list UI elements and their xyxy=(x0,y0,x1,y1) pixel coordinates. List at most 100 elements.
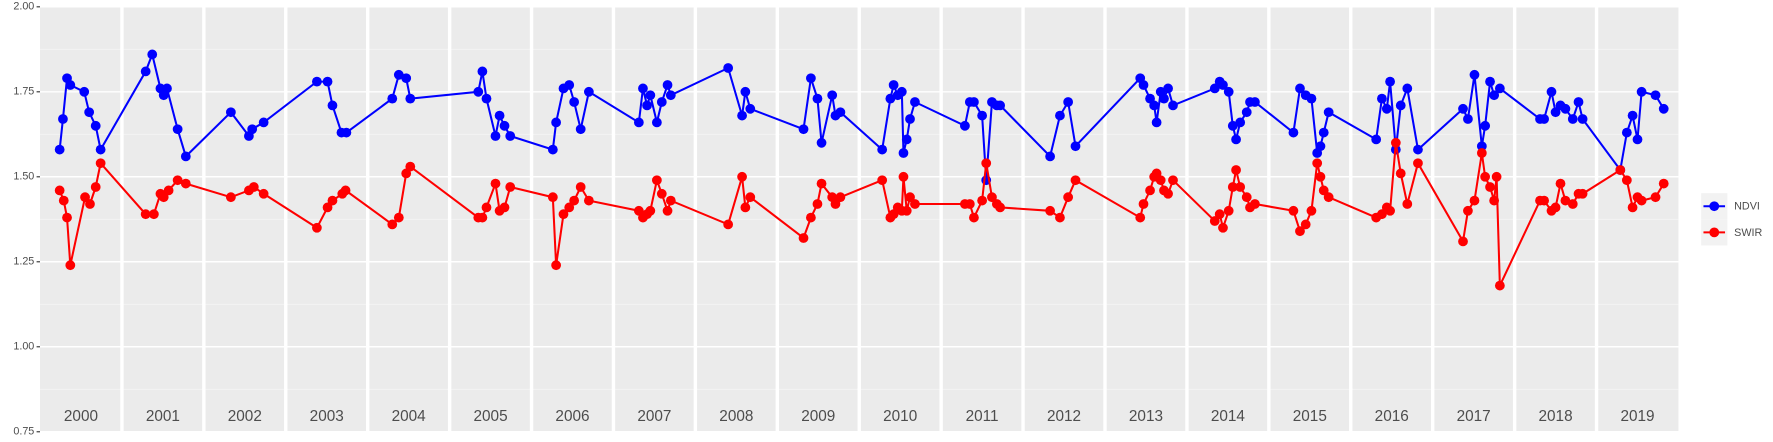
legend-label: SWIR xyxy=(1734,227,1762,239)
point xyxy=(140,209,151,220)
point xyxy=(969,97,979,107)
point xyxy=(987,192,997,203)
year-label: 2013 xyxy=(1129,408,1163,425)
point xyxy=(1550,202,1561,213)
point xyxy=(1218,80,1228,90)
point xyxy=(1300,219,1311,230)
point xyxy=(798,233,809,243)
point xyxy=(583,86,594,97)
point xyxy=(1491,171,1502,182)
point xyxy=(1555,178,1566,189)
point xyxy=(977,195,988,206)
point xyxy=(816,178,827,189)
point xyxy=(248,182,259,192)
point xyxy=(1567,114,1578,124)
point xyxy=(477,212,488,223)
point xyxy=(1550,107,1561,118)
point xyxy=(1168,100,1178,111)
point xyxy=(473,86,484,97)
year-label: 2017 xyxy=(1457,408,1491,425)
point xyxy=(62,212,72,223)
point xyxy=(977,110,988,121)
point xyxy=(651,117,662,128)
legend-label: NDVI xyxy=(1734,201,1760,213)
point xyxy=(1485,76,1495,87)
point xyxy=(1476,148,1487,158)
point xyxy=(1381,103,1392,114)
point xyxy=(1209,216,1220,226)
point xyxy=(387,219,398,230)
point xyxy=(1055,110,1065,121)
year-label: 2010 xyxy=(883,408,917,425)
point xyxy=(95,144,106,155)
point xyxy=(564,202,575,213)
year-label: 2007 xyxy=(637,408,671,425)
point xyxy=(1489,195,1500,206)
point xyxy=(1214,209,1225,220)
point xyxy=(494,110,505,121)
point xyxy=(405,161,416,172)
point xyxy=(54,185,65,196)
y-tick-label: 2.00 xyxy=(13,1,34,13)
point xyxy=(1155,175,1166,186)
year-label: 2006 xyxy=(555,408,589,425)
year-label: 2005 xyxy=(474,408,508,425)
point xyxy=(1315,141,1326,152)
point xyxy=(1163,188,1173,199)
point xyxy=(1485,182,1495,192)
year-label: 2004 xyxy=(392,408,427,425)
point xyxy=(806,73,816,84)
point xyxy=(1323,192,1334,203)
point xyxy=(723,219,734,230)
year-label: 2014 xyxy=(1211,408,1246,425)
point xyxy=(1138,80,1149,90)
point xyxy=(1159,93,1169,104)
point xyxy=(1145,185,1155,196)
point xyxy=(656,97,667,107)
point xyxy=(1636,195,1647,206)
point xyxy=(1539,195,1549,206)
point xyxy=(888,80,899,90)
point xyxy=(1231,165,1241,175)
point xyxy=(1295,83,1305,94)
point xyxy=(322,202,333,213)
point xyxy=(1063,192,1074,203)
y-tick-label: 1.75 xyxy=(13,86,34,98)
point xyxy=(1241,192,1252,203)
point xyxy=(905,192,915,203)
point xyxy=(901,205,912,216)
point xyxy=(569,195,580,206)
point xyxy=(1627,202,1638,213)
point xyxy=(85,199,95,209)
point xyxy=(1138,199,1149,209)
point xyxy=(477,66,488,77)
point xyxy=(1560,195,1571,206)
y-tick-label: 1.25 xyxy=(13,256,34,268)
point xyxy=(405,93,416,104)
point xyxy=(1480,171,1491,182)
point xyxy=(905,114,915,124)
point xyxy=(393,69,404,80)
point xyxy=(740,202,751,213)
point xyxy=(1371,134,1382,145)
point xyxy=(642,100,652,111)
point xyxy=(1621,127,1632,138)
point xyxy=(1621,175,1632,186)
point xyxy=(885,93,896,104)
point xyxy=(1577,114,1588,124)
point xyxy=(1250,97,1260,107)
point xyxy=(225,192,236,203)
point xyxy=(1385,76,1395,87)
point xyxy=(1223,205,1234,216)
y-tick-label: 1.00 xyxy=(13,341,34,353)
year-label: 2001 xyxy=(146,408,180,425)
point xyxy=(1045,205,1055,216)
point xyxy=(1231,134,1241,145)
point xyxy=(564,80,575,90)
point xyxy=(877,175,888,186)
point xyxy=(816,137,827,148)
point xyxy=(740,86,751,97)
point xyxy=(1318,127,1329,138)
point xyxy=(1135,212,1146,223)
